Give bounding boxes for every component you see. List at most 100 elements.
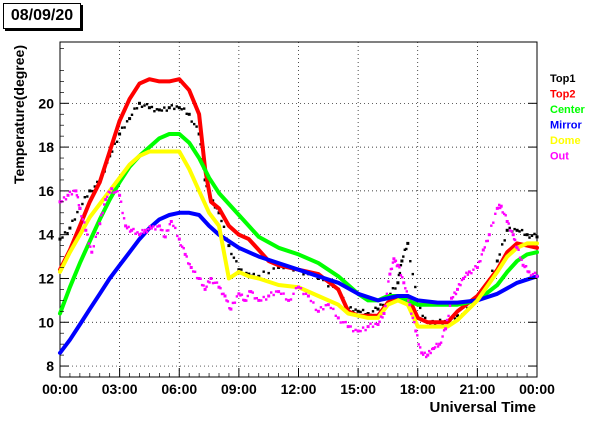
data-point [361,308,365,312]
data-point [199,277,202,280]
data-point [262,295,265,299]
data-point [217,285,221,289]
data-point [167,229,170,232]
data-point [200,283,204,287]
data-point [326,303,330,307]
data-point [209,277,213,280]
data-point [138,233,141,237]
data-point [245,299,248,302]
data-point [511,233,515,237]
data-point [339,321,342,324]
data-point [445,318,449,322]
data-point [211,199,215,202]
legend-label-mirror: Mirror [550,120,583,132]
data-point [432,347,436,350]
data-point [366,312,370,315]
data-point [401,276,404,279]
data-point [379,315,383,318]
data-point [253,297,256,300]
data-point [535,235,539,239]
data-point [282,292,285,295]
data-point [147,106,151,110]
data-point [289,298,293,301]
data-point [486,239,489,243]
data-point [257,274,261,278]
data-point [490,224,493,227]
data-point [71,219,74,222]
data-point [230,252,233,256]
data-point [398,271,402,275]
data-point [92,245,95,248]
data-point [292,292,295,295]
data-point [499,206,502,210]
data-point [165,109,168,112]
legend-label-out: Out [550,151,569,163]
data-point [232,256,236,259]
data-point [405,247,408,251]
data-point [229,307,233,311]
data-point [428,349,431,353]
data-point [306,294,310,298]
data-point [231,301,235,305]
data-point [435,342,438,346]
data-point [89,245,92,248]
data-point [68,190,72,193]
data-point [389,292,392,296]
data-point [262,270,265,273]
data-point [416,334,419,337]
data-point [83,221,86,224]
data-point [429,351,432,355]
data-point [77,204,81,207]
data-point [116,190,119,193]
data-point [160,109,164,112]
data-point [119,200,123,203]
data-point [62,196,66,199]
data-point [138,101,141,105]
data-point [398,266,401,269]
x-tick-label: 03:00 [102,381,138,397]
y-tick-label: 8 [46,358,54,374]
data-point [267,294,271,298]
data-point [444,327,448,331]
data-point [525,233,529,237]
data-point [183,107,186,110]
data-point [167,106,171,110]
data-point [477,260,481,264]
data-point [76,210,79,214]
data-point [388,272,392,276]
data-point [187,262,190,265]
data-point [225,299,228,302]
data-point [297,285,300,289]
data-point [274,290,278,293]
data-point [352,330,355,333]
data-point [467,270,471,274]
data-point [104,198,108,202]
data-point [148,225,152,228]
data-point [421,314,424,318]
data-point [145,231,149,234]
data-point [334,314,337,317]
data-point [475,266,479,269]
data-point [123,126,126,129]
y-tick-label: 16 [38,183,54,199]
data-point [312,301,315,304]
data-point [68,226,72,230]
data-point [270,291,273,294]
data-point [174,226,177,230]
data-point [217,211,221,215]
data-point [387,280,390,283]
data-point [376,307,380,311]
data-point [257,298,261,302]
data-point [520,228,524,232]
data-point [96,232,99,235]
data-point [406,241,410,245]
data-point [249,290,253,294]
data-point [533,232,536,236]
data-point [385,292,389,295]
data-point [402,255,405,258]
data-point [344,320,347,324]
data-point [173,107,176,111]
data-point [125,120,129,123]
data-point [94,235,97,238]
data-point [384,304,387,308]
